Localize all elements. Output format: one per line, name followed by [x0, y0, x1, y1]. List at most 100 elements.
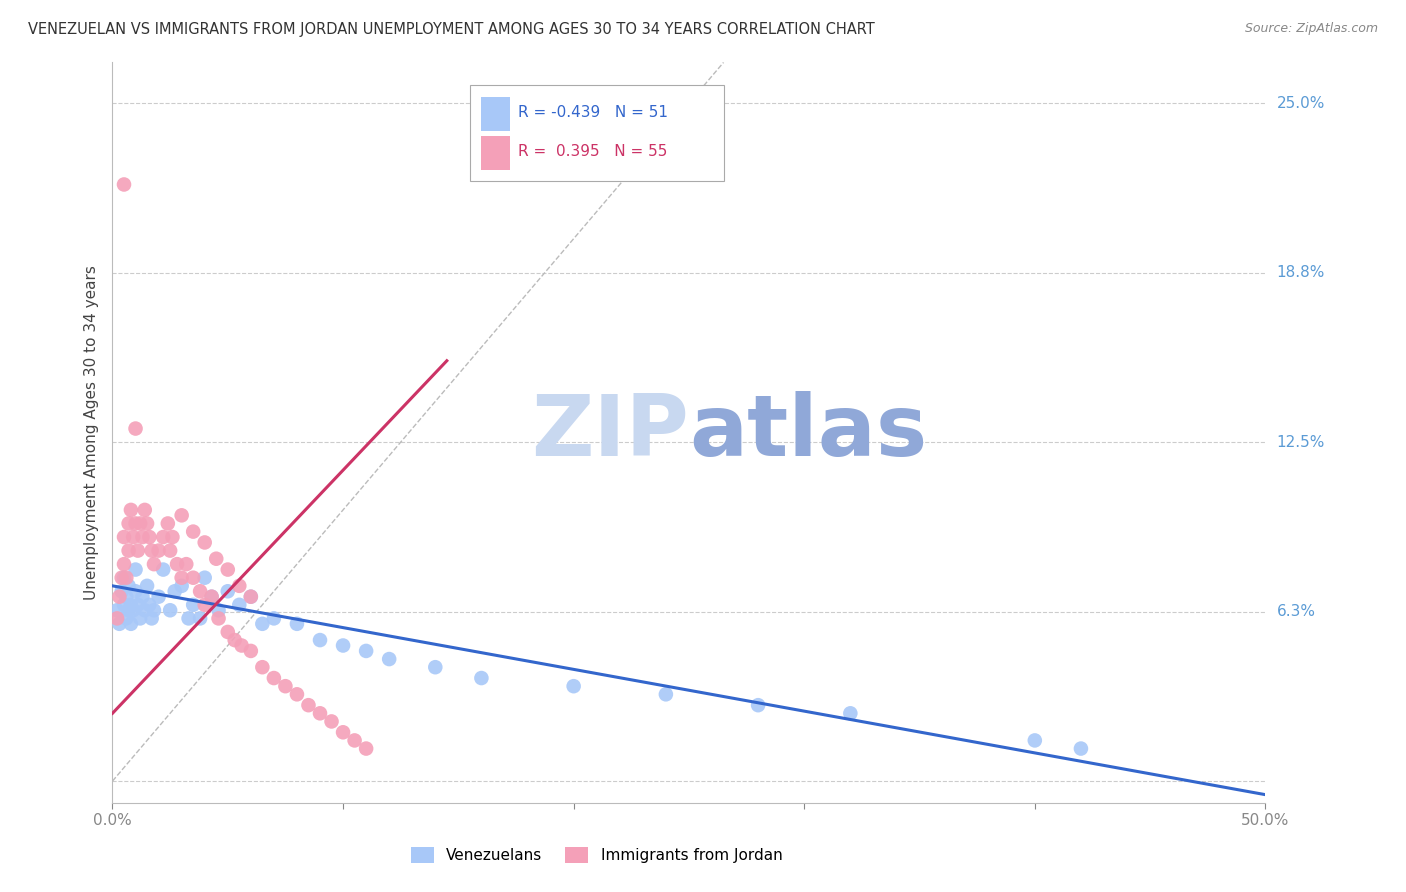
Point — [252, 660, 274, 674]
Point — [217, 584, 239, 599]
Point — [136, 516, 159, 531]
Text: R =  0.395   N = 55: R = 0.395 N = 55 — [519, 144, 668, 159]
Point — [207, 611, 229, 625]
Point — [239, 644, 262, 658]
Point — [188, 584, 211, 599]
Point — [354, 741, 377, 756]
Point — [138, 598, 160, 612]
Text: 12.5%: 12.5% — [1277, 434, 1324, 450]
Point — [217, 563, 239, 577]
Point — [194, 571, 217, 585]
Point — [152, 530, 174, 544]
Point — [127, 543, 149, 558]
Point — [122, 603, 145, 617]
Point — [181, 524, 204, 539]
Text: 18.8%: 18.8% — [1277, 265, 1324, 280]
Point — [170, 508, 193, 523]
Point — [297, 698, 319, 713]
Point — [131, 590, 153, 604]
Point — [1024, 733, 1046, 747]
Point — [152, 563, 174, 577]
Point — [332, 725, 354, 739]
Point — [263, 611, 285, 625]
Point — [217, 624, 239, 639]
Point — [136, 579, 159, 593]
Point — [115, 590, 138, 604]
Point — [170, 579, 193, 593]
Point — [156, 516, 179, 531]
Point — [309, 633, 332, 648]
Point — [127, 598, 149, 612]
Point — [112, 178, 135, 192]
Y-axis label: Unemployment Among Ages 30 to 34 years: Unemployment Among Ages 30 to 34 years — [84, 265, 100, 600]
Point — [201, 590, 224, 604]
Point — [343, 733, 366, 747]
Point — [228, 579, 250, 593]
Point — [263, 671, 285, 685]
Point — [112, 571, 135, 585]
FancyBboxPatch shape — [481, 136, 510, 169]
Point — [239, 590, 262, 604]
Point — [138, 530, 160, 544]
Point — [141, 543, 163, 558]
Point — [112, 557, 135, 571]
Text: 6.3%: 6.3% — [1277, 604, 1316, 619]
Point — [285, 687, 308, 701]
Point — [177, 611, 200, 625]
Point — [1070, 741, 1092, 756]
FancyBboxPatch shape — [470, 85, 724, 181]
Point — [117, 579, 139, 593]
Point — [117, 603, 139, 617]
Point — [181, 598, 204, 612]
Point — [134, 603, 156, 617]
Point — [124, 516, 146, 531]
Text: R = -0.439   N = 51: R = -0.439 N = 51 — [519, 104, 668, 120]
Point — [163, 584, 186, 599]
Point — [194, 598, 217, 612]
Text: atlas: atlas — [689, 391, 927, 475]
Point — [148, 590, 170, 604]
Point — [839, 706, 862, 721]
Point — [170, 571, 193, 585]
Point — [120, 616, 142, 631]
Point — [194, 535, 217, 549]
Point — [201, 590, 224, 604]
Point — [321, 714, 343, 729]
Point — [141, 611, 163, 625]
Point — [224, 633, 246, 648]
Point — [655, 687, 678, 701]
FancyBboxPatch shape — [481, 97, 510, 130]
Point — [122, 530, 145, 544]
Point — [115, 571, 138, 585]
Point — [425, 660, 447, 674]
Point — [162, 530, 184, 544]
Text: VENEZUELAN VS IMMIGRANTS FROM JORDAN UNEMPLOYMENT AMONG AGES 30 TO 34 YEARS CORR: VENEZUELAN VS IMMIGRANTS FROM JORDAN UNE… — [28, 22, 875, 37]
Point — [124, 563, 146, 577]
Point — [108, 590, 131, 604]
Point — [105, 603, 128, 617]
Point — [188, 611, 211, 625]
Point — [129, 516, 152, 531]
Point — [228, 598, 250, 612]
Point — [105, 611, 128, 625]
Text: 25.0%: 25.0% — [1277, 95, 1324, 111]
Point — [112, 530, 135, 544]
Text: Source: ZipAtlas.com: Source: ZipAtlas.com — [1244, 22, 1378, 36]
Point — [470, 671, 492, 685]
Point — [562, 679, 585, 693]
Point — [129, 611, 152, 625]
Point — [747, 698, 769, 713]
Point — [274, 679, 297, 693]
Text: ZIP: ZIP — [531, 391, 689, 475]
Point — [166, 557, 188, 571]
Point — [285, 616, 308, 631]
Point — [159, 543, 181, 558]
Point — [108, 616, 131, 631]
Point — [143, 557, 166, 571]
Point — [124, 584, 146, 599]
Point — [239, 590, 262, 604]
Point — [332, 639, 354, 653]
Point — [174, 557, 197, 571]
Point — [124, 421, 146, 435]
Point — [131, 530, 153, 544]
